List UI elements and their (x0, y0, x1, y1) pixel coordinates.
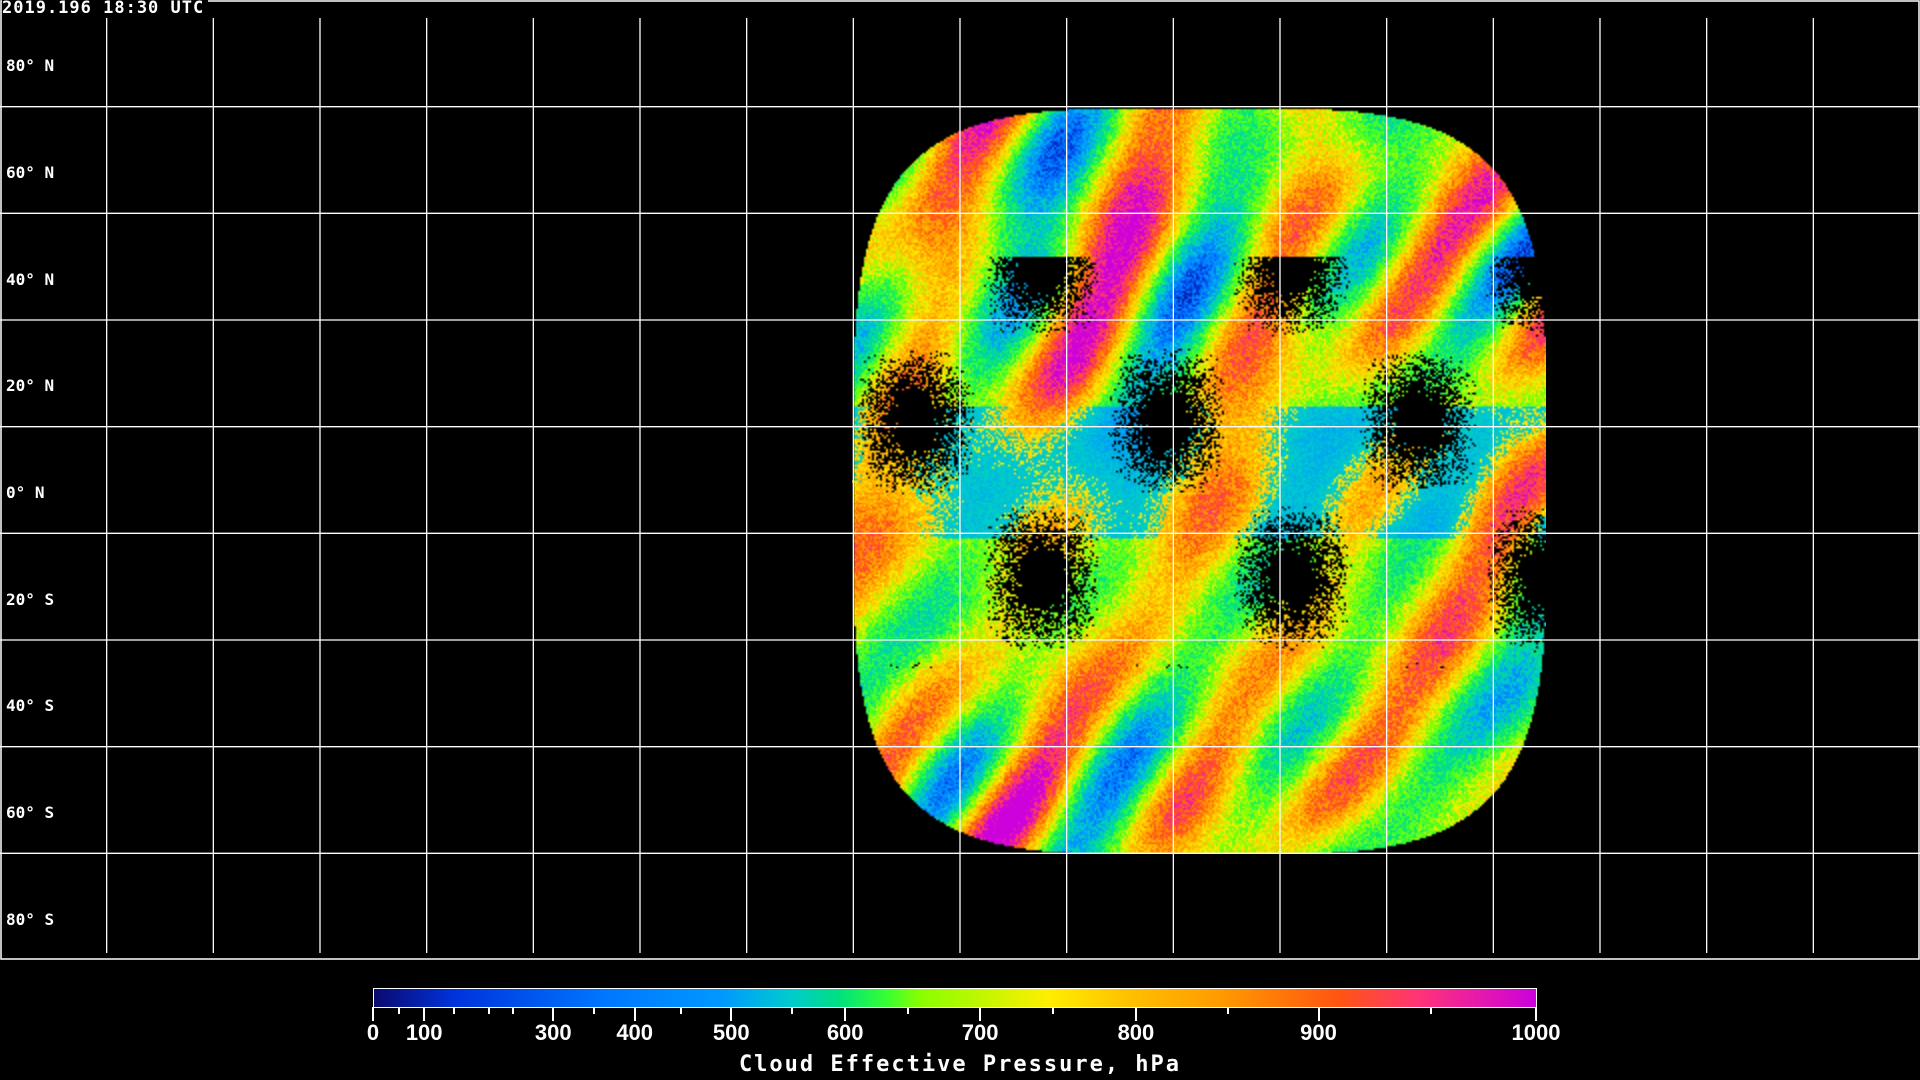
latitude-label: 40° S (6, 696, 55, 716)
colorbar-tick-label: 100 (405, 1020, 443, 1045)
map-border (0, 0, 1920, 960)
colorbar-tick (633, 1007, 636, 1021)
colorbar-minor-tick (790, 1007, 793, 1014)
latitude-label: 60° N (6, 163, 55, 182)
latitude-label: 20° S (6, 589, 55, 609)
colorbar-minor-tick (488, 1007, 491, 1014)
latitude-label: 0° N (6, 483, 45, 502)
colorbar-tick-label: 600 (826, 1020, 864, 1045)
colorbar-tick (730, 1007, 733, 1021)
colorbar-minor-tick (906, 1007, 909, 1014)
colorbar-tick-label: 400 (616, 1020, 654, 1045)
colorbar-tick-label: 0 (366, 1020, 380, 1045)
colorbar-minor-tick (680, 1007, 683, 1014)
satellite-cloud-pressure-image (852, 107, 1546, 854)
colorbar-tick (423, 1007, 426, 1021)
latitude-label: 60° S (6, 803, 55, 822)
colorbar-minor-tick (1052, 1007, 1055, 1014)
colorbar-tick (1317, 1007, 1320, 1021)
colorbar-tick (1134, 1007, 1137, 1021)
colorbar-minor-tick (1226, 1007, 1229, 1014)
map-panel: 2019.196 18:30 UTC 80° N 60° N 40° N 20° N 0… (0, 0, 1920, 960)
colorbar-title: Cloud Effective Pressure, hPa (738, 1052, 1182, 1077)
lat-lon-grid (0, 0, 1920, 960)
colorbar-minor-tick (511, 1007, 514, 1014)
colorbar-minor-tick (453, 1007, 456, 1014)
latitude-label: 80° N (6, 56, 55, 76)
colorbar-tick-label: 900 (1300, 1020, 1337, 1045)
colorbar-tick-label: 1000 (1511, 1020, 1561, 1045)
timestamp-label: 2019.196 18:30 UTC (2, 0, 209, 18)
latitude-label: 80° S (6, 909, 55, 929)
colorbar-tick (1535, 1007, 1537, 1021)
colorbar-minor-tick (592, 1007, 595, 1014)
colorbar-tick-label: 300 (534, 1020, 572, 1045)
colorbar-minor-tick (1430, 1007, 1433, 1014)
colorbar (373, 988, 1537, 1008)
colorbar-tick (979, 1007, 982, 1021)
colorbar-tick-label: 800 (1117, 1020, 1155, 1045)
colorbar-minor-tick (397, 1007, 400, 1014)
colorbar-tick (552, 1007, 555, 1021)
latitude-label: 40° N (6, 269, 55, 289)
colorbar-tick-label: 500 (712, 1020, 750, 1045)
colorbar-tick (372, 1007, 374, 1021)
colorbar-tick (844, 1007, 847, 1021)
colorbar-tick-label: 700 (961, 1020, 999, 1045)
latitude-label: 20° N (6, 376, 55, 396)
